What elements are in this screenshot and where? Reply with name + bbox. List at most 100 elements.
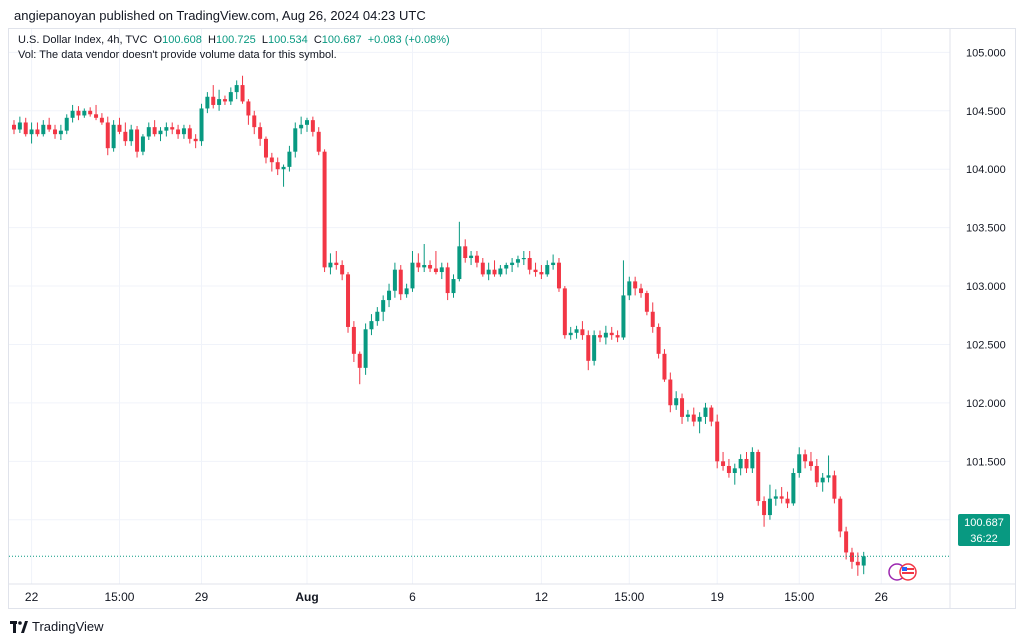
candle-body	[346, 274, 351, 327]
candle-body	[826, 475, 831, 478]
candle-body	[668, 379, 673, 406]
candle-body	[351, 326, 356, 354]
symbol-title[interactable]: U.S. Dollar Index, 4h, TVC	[18, 34, 148, 46]
candle-body	[697, 416, 702, 422]
candle-body	[814, 465, 819, 483]
candle-body	[322, 151, 327, 268]
candle-body	[316, 131, 321, 152]
x-tick-label: 6	[409, 590, 416, 604]
candle-body	[732, 468, 737, 473]
candle-body	[258, 127, 263, 139]
candle-body	[135, 129, 140, 152]
candle-body	[252, 115, 257, 128]
last-price-value: 100.687	[964, 517, 1004, 529]
candle-body	[269, 157, 274, 163]
candle-body	[105, 122, 110, 149]
candle-body	[844, 531, 849, 553]
candle-body	[674, 398, 679, 406]
candle-body	[656, 326, 661, 354]
candle-body	[58, 130, 63, 135]
candle-body	[357, 353, 362, 368]
tradingview-footer[interactable]: TradingView	[10, 619, 104, 634]
candle-body	[41, 124, 46, 135]
candle-body	[849, 552, 854, 562]
candle-body	[861, 556, 866, 566]
candle-body	[574, 329, 579, 333]
candle-body	[539, 272, 544, 275]
candle-body	[281, 166, 286, 170]
candle-body	[650, 311, 655, 327]
candle-body	[398, 269, 403, 295]
candle-body	[762, 501, 767, 516]
candle-body	[545, 265, 550, 275]
candle-body	[521, 258, 526, 260]
candle-body	[598, 335, 602, 338]
candle-body	[363, 329, 368, 368]
candle-body	[639, 288, 644, 294]
event-icons[interactable]	[888, 562, 922, 582]
brand-name: TradingView	[32, 619, 104, 634]
candle-body	[463, 246, 468, 259]
y-tick-label: 103.000	[966, 281, 1006, 293]
candle-body	[123, 131, 128, 142]
candle-body	[562, 288, 567, 336]
candle-body	[70, 110, 75, 118]
candle-body	[551, 262, 556, 266]
candle-body	[750, 451, 755, 469]
x-tick-label: 26	[875, 590, 889, 604]
candle-body	[64, 117, 69, 131]
symbol-legend: U.S. Dollar Index, 4h, TVC O100.608 H100…	[18, 33, 450, 63]
candle-body	[181, 128, 186, 135]
candle-body	[217, 99, 222, 105]
candle-body	[199, 108, 204, 142]
candle-body	[222, 99, 227, 102]
chart-frame	[8, 28, 1016, 609]
tradingview-logo-icon	[10, 620, 28, 633]
candle-body	[240, 85, 245, 102]
candle-body	[662, 353, 667, 380]
candle-body	[246, 101, 251, 116]
candle-body	[527, 258, 532, 270]
candle-body	[680, 398, 685, 417]
low-label: L	[261, 34, 268, 46]
candle-body	[709, 407, 714, 422]
candle-body	[738, 458, 743, 469]
x-tick-label: 19	[711, 590, 725, 604]
candle-body	[94, 114, 99, 118]
y-tick-label: 101.500	[966, 456, 1006, 468]
candle-body	[785, 498, 790, 504]
candle-body	[797, 454, 802, 473]
candle-body	[726, 465, 731, 473]
candle-body	[404, 288, 409, 295]
candle-body	[392, 269, 397, 291]
candle-body	[580, 329, 585, 336]
candle-body	[416, 262, 421, 268]
candle-body	[53, 129, 58, 135]
candle-body	[773, 496, 778, 499]
low-value: 100.534	[267, 34, 308, 46]
last-price-tag: 100.687 36:22	[958, 514, 1010, 546]
candle-body	[47, 124, 52, 130]
candle-body	[146, 127, 151, 137]
candle-body	[12, 124, 16, 130]
candle-body	[328, 262, 333, 268]
candle-body	[627, 281, 632, 296]
candle-body	[117, 124, 122, 132]
candle-body	[568, 332, 573, 336]
bar-countdown: 36:22	[970, 533, 998, 545]
candle-body	[129, 129, 134, 142]
x-tick-label: 15:00	[104, 590, 134, 604]
candle-body	[492, 269, 497, 275]
candle-body	[164, 127, 169, 131]
candle-body	[603, 332, 608, 338]
candle-body	[275, 162, 280, 170]
candle-body	[234, 85, 239, 93]
candle-body	[556, 262, 561, 289]
high-value: 100.725	[215, 34, 256, 46]
close-label: C	[313, 34, 322, 46]
y-tick-label: 103.500	[966, 223, 1006, 235]
y-tick-label: 105.000	[966, 47, 1006, 59]
candle-body	[832, 475, 837, 499]
candle-body	[170, 127, 175, 130]
